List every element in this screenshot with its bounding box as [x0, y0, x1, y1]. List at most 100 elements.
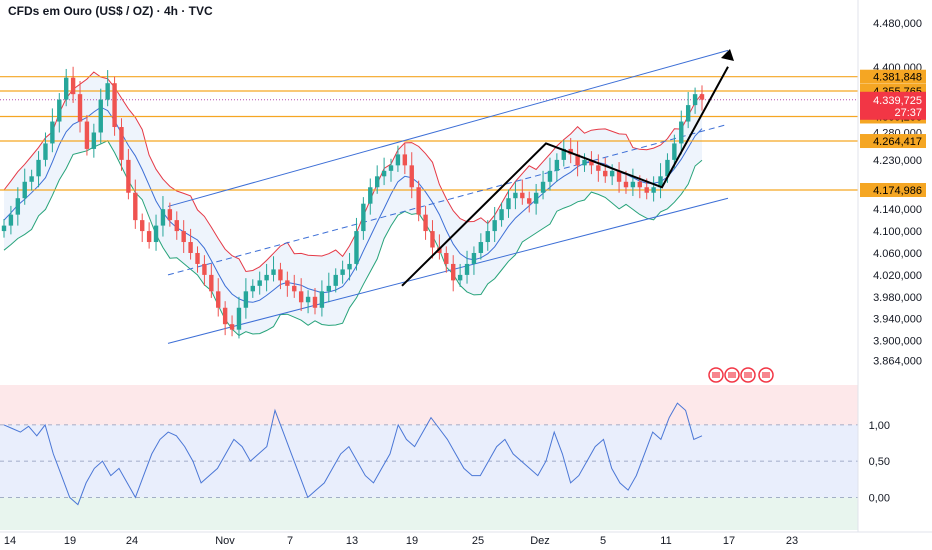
current-price-tag [860, 91, 926, 120]
candle-body [181, 231, 186, 243]
candle-body [278, 269, 283, 281]
candle-body [485, 231, 490, 243]
price-level-label: 4.264,417 [873, 136, 922, 148]
candle-body [326, 285, 332, 292]
candle-body [554, 159, 560, 171]
chart-title: CFDs em Ouro (US$ / OZ) · 4h · TVC [8, 4, 213, 18]
candle-body [395, 154, 401, 166]
candle-body [98, 99, 103, 133]
candle-body [63, 77, 69, 100]
candle-body [582, 159, 587, 166]
candle-body [609, 170, 615, 177]
y-tick-label: 4.140,000 [873, 204, 922, 216]
candle-body [340, 269, 345, 275]
candle-body [471, 252, 477, 264]
candle-body [43, 143, 48, 160]
y-tick-label: 4.020,000 [873, 270, 922, 282]
candle-body [91, 132, 97, 149]
x-tick-label: 13 [346, 535, 358, 547]
candle-body [243, 291, 249, 308]
candle-body [119, 127, 124, 160]
candle-body [457, 274, 463, 281]
x-tick-label: 5 [600, 535, 606, 547]
candle-body [623, 181, 629, 188]
x-tick-label: 24 [126, 535, 138, 547]
candle-body [229, 324, 235, 330]
x-tick-label: 25 [472, 535, 484, 547]
candle-body [319, 291, 325, 308]
candle-body [409, 165, 414, 188]
y-tick-label: 3.900,000 [873, 336, 922, 348]
candle-body [388, 165, 394, 171]
candle-body [36, 159, 41, 177]
candle-body [57, 99, 62, 122]
price-level-tag [860, 134, 926, 149]
x-tick-label: 7 [287, 535, 293, 547]
x-tick-label: Nov [215, 535, 235, 547]
candle-body [603, 170, 608, 177]
candle-body [133, 192, 138, 221]
candle-body [292, 285, 297, 292]
candle-body [22, 181, 27, 199]
candle-body [77, 94, 83, 122]
candle-body [527, 198, 532, 204]
candle-body [257, 280, 262, 286]
candle-body [533, 192, 539, 204]
osc-overbought-zone [0, 385, 858, 425]
candle-body [70, 77, 76, 95]
candle-body [202, 263, 207, 275]
x-tick-label: 17 [723, 535, 735, 547]
y-tick-label: 3.940,000 [873, 314, 922, 326]
osc-y-tick-label: 0,50 [869, 456, 890, 468]
channel-median [167, 123, 729, 276]
candle-body [568, 148, 573, 155]
y-tick-label: 4.230,000 [873, 155, 922, 167]
candle-body [616, 170, 622, 182]
candle-body [513, 192, 518, 199]
candle-body [520, 192, 525, 199]
candle-body [126, 159, 131, 193]
event-flag-icon-fill [712, 372, 720, 378]
candle-body [285, 280, 290, 286]
candle-body [444, 252, 449, 264]
candle-body [160, 209, 166, 226]
candle-body [575, 154, 580, 166]
candle-body [402, 154, 408, 166]
candle-body [464, 263, 470, 275]
candle-body [271, 269, 276, 275]
candle-body [347, 263, 352, 270]
candle-body [699, 94, 705, 100]
candle-body [236, 307, 242, 330]
candle-body [84, 121, 90, 149]
y-tick-label: 4.480,000 [873, 18, 922, 30]
candle-body [305, 296, 311, 303]
osc-y-tick-label: 0,00 [869, 492, 890, 504]
candle-body [506, 198, 511, 210]
candle-body [112, 83, 117, 128]
price-level-label: 4.174,986 [873, 185, 922, 197]
candle-body [50, 121, 55, 144]
candle-body [153, 225, 159, 243]
candle-body [312, 296, 318, 308]
candle-body [209, 274, 214, 292]
candle-body [1, 225, 7, 232]
x-tick-label: 11 [660, 535, 671, 547]
candle-body [374, 176, 380, 188]
candle-body [665, 159, 670, 177]
candle-body [658, 176, 663, 188]
candle-body [146, 231, 152, 243]
candle-body [540, 181, 546, 193]
candle-body [368, 187, 373, 204]
event-flag-icon-fill [762, 372, 770, 378]
oscillator-line [3, 402, 703, 506]
candle-body [195, 252, 200, 264]
candle-body [561, 148, 566, 160]
candle-body [188, 242, 193, 253]
pattern-zigzag [401, 66, 729, 287]
candle-body [105, 83, 110, 100]
current-price-label: 4.339,725 [873, 95, 922, 107]
candle-body [333, 274, 338, 286]
x-tick-label: Dez [530, 535, 550, 547]
candle-body [174, 220, 179, 232]
